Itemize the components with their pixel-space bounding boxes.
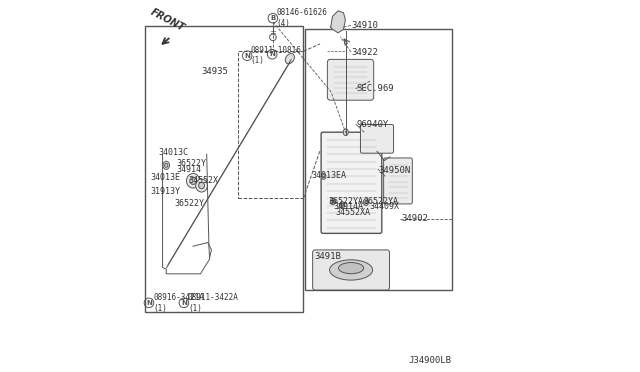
Ellipse shape (343, 129, 348, 135)
Ellipse shape (332, 200, 334, 203)
Text: 34910: 34910 (351, 21, 378, 30)
Text: FRONT: FRONT (148, 7, 186, 33)
Ellipse shape (365, 201, 367, 203)
Text: J34900LB: J34900LB (408, 356, 451, 365)
Ellipse shape (196, 179, 207, 192)
Text: 34013EA: 34013EA (311, 171, 346, 180)
Ellipse shape (339, 263, 364, 274)
Text: 36522Y: 36522Y (177, 158, 207, 168)
Text: 08911-3422A
(1): 08911-3422A (1) (188, 293, 239, 312)
Text: N: N (244, 53, 250, 59)
Polygon shape (331, 11, 346, 33)
Ellipse shape (164, 163, 168, 167)
Text: 96940Y: 96940Y (356, 120, 389, 129)
Bar (238, 51, 303, 198)
Text: 34950N: 34950N (379, 166, 411, 175)
Ellipse shape (186, 173, 200, 188)
Ellipse shape (341, 203, 343, 206)
Text: 34013C: 34013C (158, 148, 188, 157)
Text: 36522YA: 36522YA (364, 197, 399, 206)
Text: 08911-10816
(1): 08911-10816 (1) (251, 46, 301, 65)
Text: N: N (181, 300, 187, 306)
Ellipse shape (190, 177, 196, 185)
FancyBboxPatch shape (327, 60, 374, 100)
Text: 08146-61626
(4): 08146-61626 (4) (276, 9, 328, 28)
Ellipse shape (330, 198, 335, 205)
Ellipse shape (364, 199, 369, 205)
FancyBboxPatch shape (360, 125, 394, 153)
FancyBboxPatch shape (321, 132, 382, 233)
Bar (305, 29, 452, 291)
Text: 34914: 34914 (177, 165, 202, 174)
Ellipse shape (163, 161, 170, 169)
Bar (145, 26, 303, 312)
Text: 08916-3421A
(1): 08916-3421A (1) (153, 293, 204, 312)
Text: 34922: 34922 (351, 48, 378, 57)
Text: 34409X: 34409X (369, 202, 399, 211)
Text: 36522YA: 36522YA (328, 197, 363, 206)
FancyBboxPatch shape (383, 158, 412, 204)
Text: 34914A: 34914A (333, 202, 364, 211)
Ellipse shape (285, 54, 294, 64)
Text: B: B (270, 15, 276, 21)
Text: N: N (146, 300, 152, 306)
Text: 34013E: 34013E (150, 173, 180, 182)
Text: 34552X: 34552X (189, 176, 219, 185)
Text: 3491B: 3491B (315, 252, 342, 261)
Ellipse shape (198, 182, 205, 189)
Text: N: N (269, 51, 275, 57)
Ellipse shape (321, 173, 326, 179)
Text: 36522Y: 36522Y (175, 199, 205, 208)
Ellipse shape (339, 202, 345, 208)
Text: 34935: 34935 (202, 67, 228, 76)
Text: 34552XA: 34552XA (335, 208, 371, 217)
FancyBboxPatch shape (313, 250, 390, 290)
Ellipse shape (330, 260, 372, 280)
Text: 34902: 34902 (401, 214, 428, 223)
Text: 31913Y: 31913Y (150, 187, 180, 196)
Text: SEC.969: SEC.969 (356, 84, 394, 93)
